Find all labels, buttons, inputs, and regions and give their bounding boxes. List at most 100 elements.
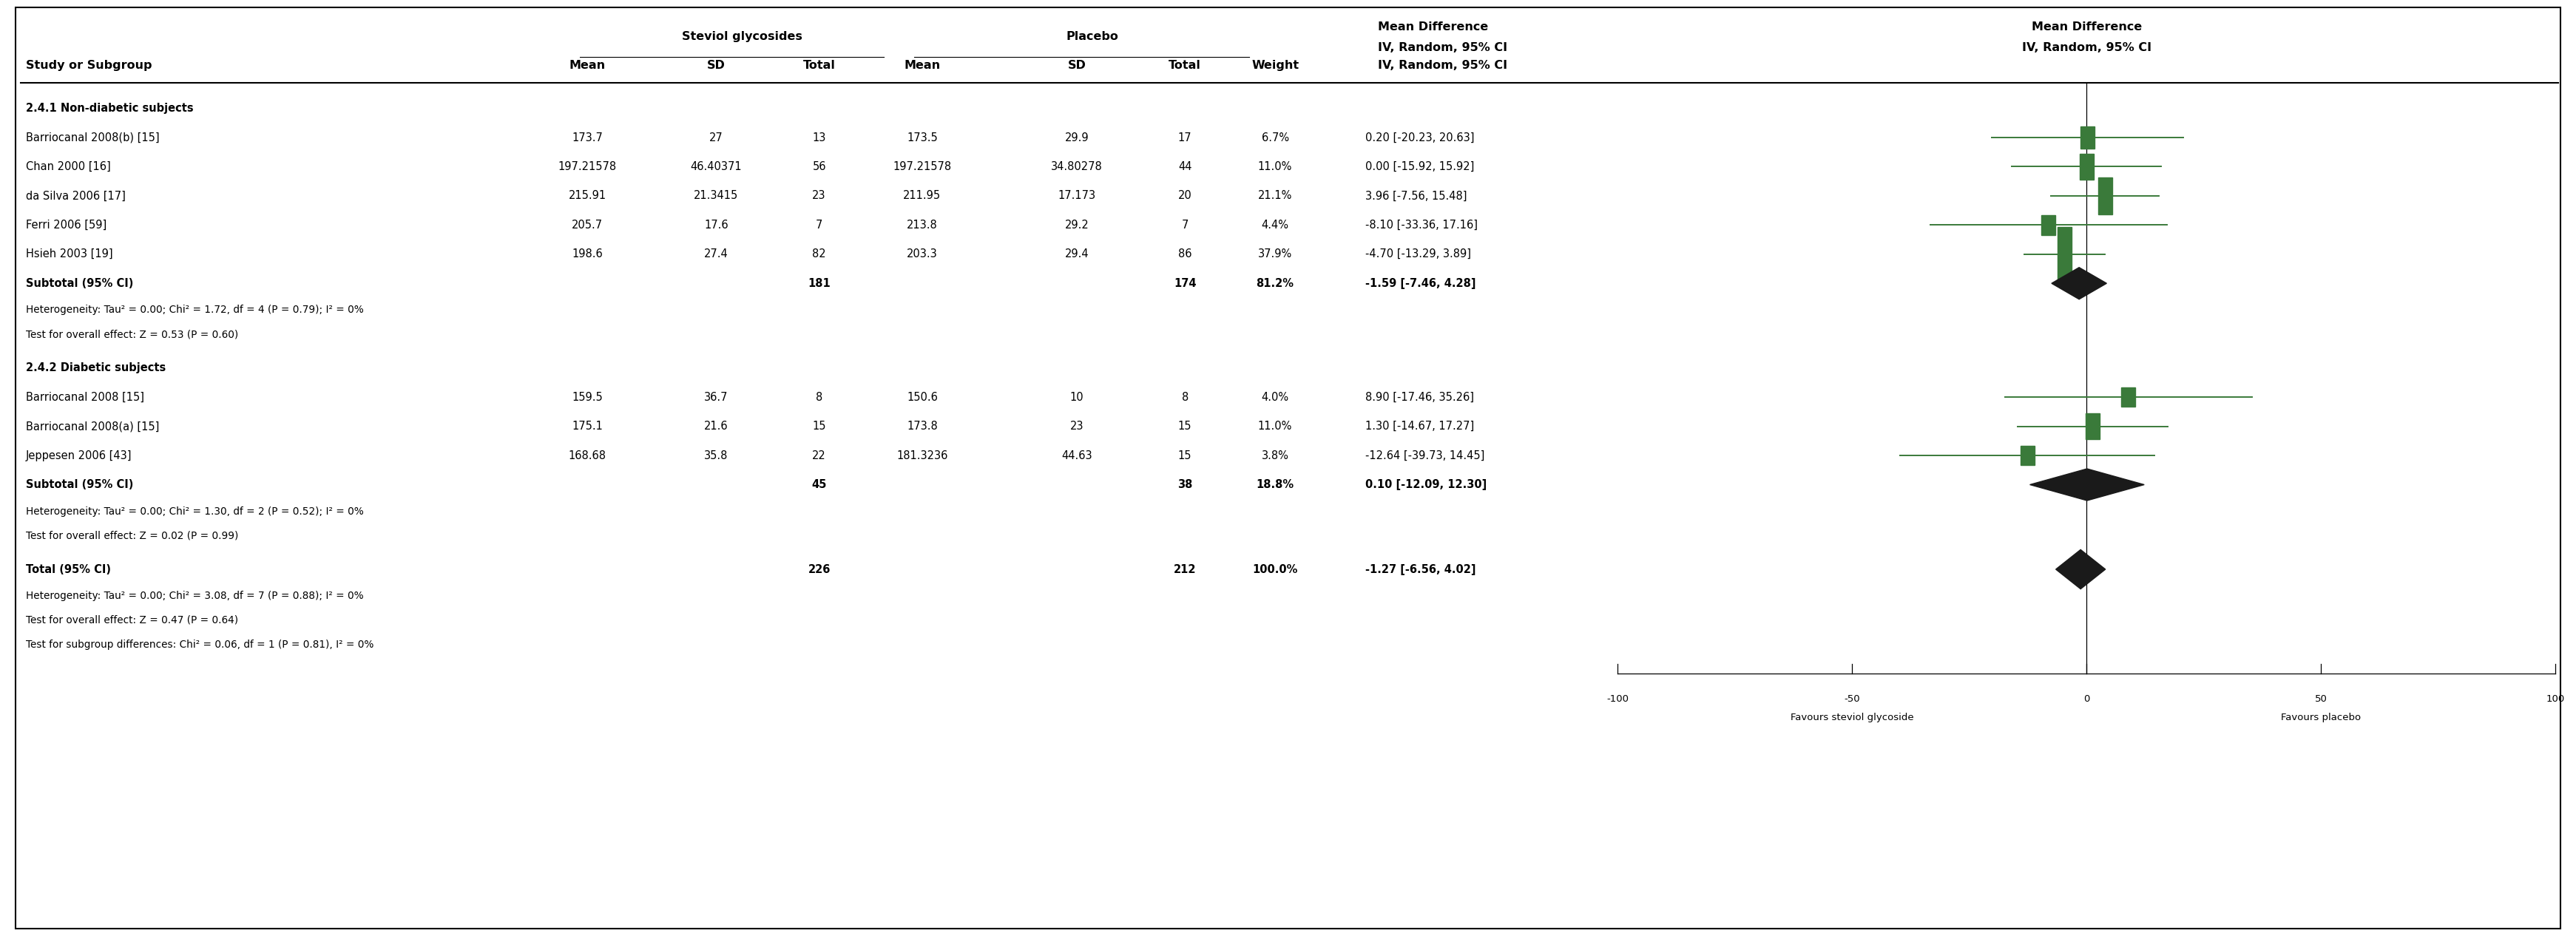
Text: IV, Random, 95% CI: IV, Random, 95% CI [1378, 42, 1507, 53]
Text: da Silva 2006 [17]: da Silva 2006 [17] [26, 190, 126, 201]
Text: -8.10 [-33.36, 17.16]: -8.10 [-33.36, 17.16] [1365, 219, 1479, 230]
Text: 13: 13 [811, 132, 827, 143]
Text: -12.64 [-39.73, 14.45]: -12.64 [-39.73, 14.45] [1365, 450, 1484, 461]
Bar [2020, 446, 2035, 465]
Text: 8: 8 [1182, 391, 1188, 402]
Text: 4.0%: 4.0% [1262, 391, 1288, 402]
Text: 150.6: 150.6 [907, 391, 938, 402]
Text: 198.6: 198.6 [572, 249, 603, 259]
Polygon shape [2050, 268, 2107, 300]
Text: Test for subgroup differences: Chi² = 0.06, df = 1 (P = 0.81), I² = 0%: Test for subgroup differences: Chi² = 0.… [26, 639, 374, 650]
Bar [2043, 215, 2056, 235]
Text: Barriocanal 2008 [15]: Barriocanal 2008 [15] [26, 391, 144, 402]
Text: 4.4%: 4.4% [1262, 219, 1288, 230]
Text: 2.4.2 Diabetic subjects: 2.4.2 Diabetic subjects [26, 362, 165, 373]
Text: Hsieh 2003 [19]: Hsieh 2003 [19] [26, 249, 113, 259]
Text: 29.9: 29.9 [1064, 132, 1090, 143]
Text: -1.59 [-7.46, 4.28]: -1.59 [-7.46, 4.28] [1365, 278, 1476, 289]
Text: SD: SD [1066, 60, 1087, 71]
Text: SD: SD [706, 60, 726, 71]
Text: IV, Random, 95% CI: IV, Random, 95% CI [2022, 42, 2151, 53]
Text: 174: 174 [1175, 278, 1195, 289]
Text: 181: 181 [809, 278, 829, 289]
Text: 34.80278: 34.80278 [1051, 161, 1103, 172]
Bar [2120, 388, 2136, 407]
Text: 100: 100 [2545, 695, 2566, 704]
Text: 22: 22 [811, 450, 827, 461]
Bar [2087, 413, 2099, 440]
Text: 11.0%: 11.0% [1257, 161, 1293, 172]
Text: Weight: Weight [1252, 60, 1298, 71]
Text: Barriocanal 2008(a) [15]: Barriocanal 2008(a) [15] [26, 421, 160, 431]
Polygon shape [2056, 549, 2105, 589]
Text: 15: 15 [811, 421, 827, 431]
Bar [2081, 126, 2094, 149]
Text: -100: -100 [1607, 695, 1628, 704]
Text: 56: 56 [811, 161, 827, 172]
Text: 35.8: 35.8 [703, 450, 729, 461]
Text: Ferri 2006 [59]: Ferri 2006 [59] [26, 219, 106, 230]
Text: -4.70 [-13.29, 3.89]: -4.70 [-13.29, 3.89] [1365, 249, 1471, 259]
Text: -1.27 [-6.56, 4.02]: -1.27 [-6.56, 4.02] [1365, 563, 1476, 575]
Text: Mean Difference: Mean Difference [2032, 22, 2141, 33]
Text: Steviol glycosides: Steviol glycosides [683, 31, 801, 42]
Text: 21.6: 21.6 [703, 421, 729, 431]
Text: Test for overall effect: Z = 0.53 (P = 0.60): Test for overall effect: Z = 0.53 (P = 0… [26, 329, 237, 340]
Text: 15: 15 [1177, 421, 1193, 431]
Text: Favours placebo: Favours placebo [2280, 713, 2362, 723]
Text: Subtotal (95% CI): Subtotal (95% CI) [26, 278, 134, 289]
Text: Placebo: Placebo [1066, 31, 1118, 42]
Text: 0.00 [-15.92, 15.92]: 0.00 [-15.92, 15.92] [1365, 161, 1473, 172]
Text: 1.30 [-14.67, 17.27]: 1.30 [-14.67, 17.27] [1365, 421, 1473, 431]
Text: Subtotal (95% CI): Subtotal (95% CI) [26, 479, 134, 490]
Text: 3.96 [-7.56, 15.48]: 3.96 [-7.56, 15.48] [1365, 190, 1466, 201]
Text: 215.91: 215.91 [569, 190, 605, 201]
Text: 82: 82 [811, 249, 827, 259]
Text: 17.6: 17.6 [703, 219, 729, 230]
Text: 205.7: 205.7 [572, 219, 603, 230]
Text: Heterogeneity: Tau² = 0.00; Chi² = 1.72, df = 4 (P = 0.79); I² = 0%: Heterogeneity: Tau² = 0.00; Chi² = 1.72,… [26, 305, 363, 315]
Text: 211.95: 211.95 [904, 190, 940, 201]
Text: 44.63: 44.63 [1061, 450, 1092, 461]
Text: 38: 38 [1177, 479, 1193, 490]
Text: 50: 50 [2316, 695, 2326, 704]
Text: 8: 8 [817, 391, 822, 402]
Text: 0.20 [-20.23, 20.63]: 0.20 [-20.23, 20.63] [1365, 132, 1473, 143]
Text: 212: 212 [1175, 563, 1195, 575]
Text: 23: 23 [1069, 421, 1084, 431]
Text: IV, Random, 95% CI: IV, Random, 95% CI [1378, 60, 1507, 71]
Bar [2058, 227, 2071, 281]
Text: 159.5: 159.5 [572, 391, 603, 402]
Text: 226: 226 [809, 563, 829, 575]
Text: Mean: Mean [904, 60, 940, 71]
Text: Mean: Mean [569, 60, 605, 71]
Text: Mean Difference: Mean Difference [1378, 22, 1489, 33]
Text: 181.3236: 181.3236 [896, 450, 948, 461]
Text: 213.8: 213.8 [907, 219, 938, 230]
Text: 17: 17 [1177, 132, 1193, 143]
Text: 46.40371: 46.40371 [690, 161, 742, 172]
Text: 29.4: 29.4 [1064, 249, 1090, 259]
Text: 197.21578: 197.21578 [559, 161, 616, 172]
Text: Barriocanal 2008(b) [15]: Barriocanal 2008(b) [15] [26, 132, 160, 143]
Text: 11.0%: 11.0% [1257, 421, 1293, 431]
Text: 18.8%: 18.8% [1257, 479, 1293, 490]
Text: 173.5: 173.5 [907, 132, 938, 143]
Text: 21.1%: 21.1% [1257, 190, 1293, 201]
Text: 21.3415: 21.3415 [693, 190, 739, 201]
Text: Jeppesen 2006 [43]: Jeppesen 2006 [43] [26, 450, 131, 461]
Text: 10: 10 [1069, 391, 1084, 402]
Text: Chan 2000 [16]: Chan 2000 [16] [26, 161, 111, 172]
Text: Total (95% CI): Total (95% CI) [26, 563, 111, 575]
Text: 6.7%: 6.7% [1262, 132, 1288, 143]
Text: 86: 86 [1177, 249, 1193, 259]
Text: 2.4.1 Non-diabetic subjects: 2.4.1 Non-diabetic subjects [26, 103, 193, 114]
Text: 0: 0 [2084, 695, 2089, 704]
Text: 3.8%: 3.8% [1262, 450, 1288, 461]
Text: 173.8: 173.8 [907, 421, 938, 431]
Text: 23: 23 [811, 190, 827, 201]
Text: 8.90 [-17.46, 35.26]: 8.90 [-17.46, 35.26] [1365, 391, 1473, 402]
Text: Favours steviol glycoside: Favours steviol glycoside [1790, 713, 1914, 723]
Text: Test for overall effect: Z = 0.02 (P = 0.99): Test for overall effect: Z = 0.02 (P = 0… [26, 531, 240, 541]
Text: -50: -50 [1844, 695, 1860, 704]
